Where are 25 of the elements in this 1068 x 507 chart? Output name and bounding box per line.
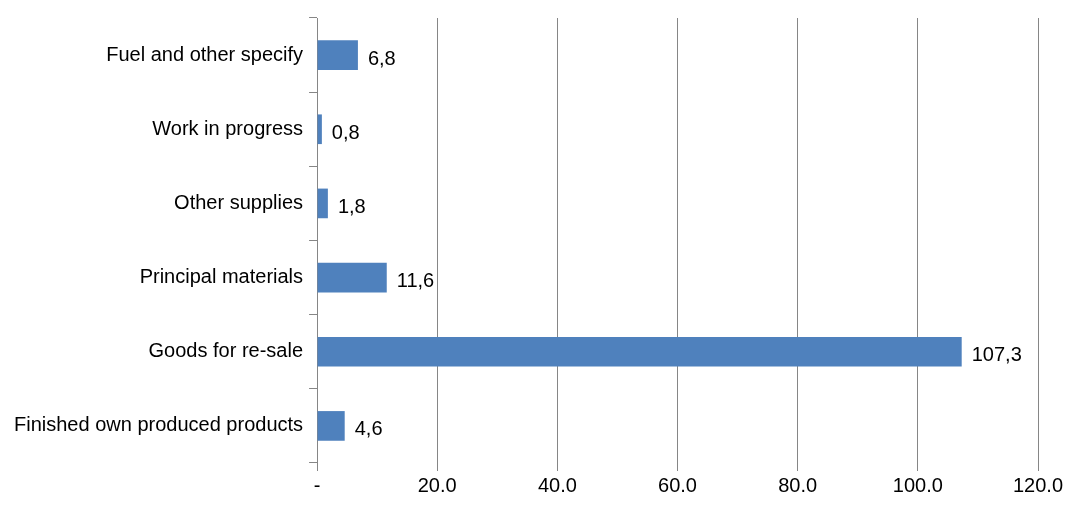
x-tick-label: - [313,473,321,496]
y-tick-label: Other supplies [174,190,304,213]
x-tick-label: 100.0 [892,473,943,496]
data-label: 4,6 [354,417,383,440]
bar [317,114,322,145]
bar [317,411,345,441]
data-label: 107,3 [971,343,1022,366]
bar [317,188,328,219]
y-tick-label: Work in progress [152,116,304,139]
data-label: 1,8 [337,194,366,217]
data-label: 6,8 [367,46,396,69]
bar [317,40,358,70]
x-tick-label: 20.0 [417,473,457,496]
y-tick-label: Finished own produced products [14,413,304,436]
data-label: 11,6 [396,269,435,292]
x-tick-label: 40.0 [537,473,577,496]
y-tick-label: Principal materials [139,265,304,288]
y-tick-label: Fuel and other specify [106,42,304,65]
x-tick-label: 80.0 [778,473,818,496]
y-tick-label: Goods for re-sale [148,339,304,362]
x-tick-label: 120.0 [1012,473,1064,496]
x-tick-label: 60.0 [658,473,697,496]
data-label: 0,8 [331,120,360,143]
bar [317,262,387,293]
bar [317,336,962,367]
